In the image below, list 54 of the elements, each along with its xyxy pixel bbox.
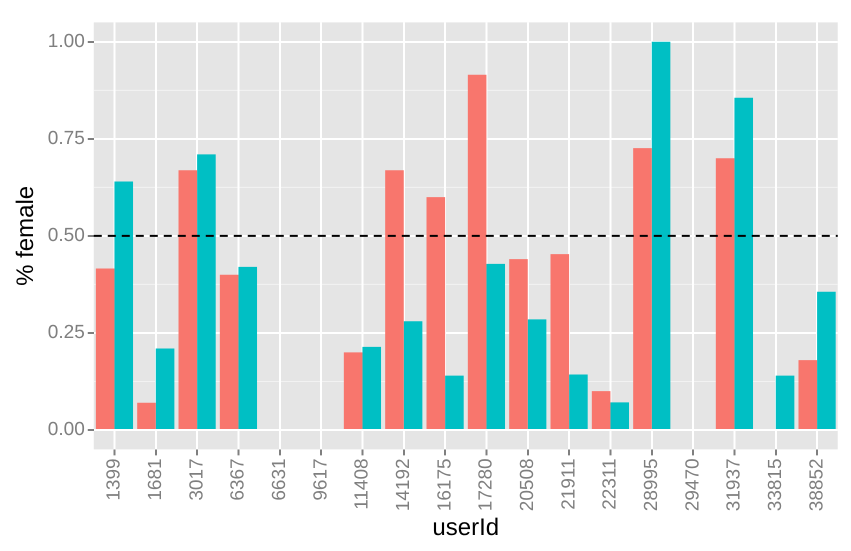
bar [550, 254, 570, 429]
x-tick-label: 1681 [145, 458, 166, 501]
x-tick-label: 21911 [558, 458, 580, 510]
x-tick-label: 17280 [476, 458, 497, 512]
x-axis-title: userId [432, 514, 500, 542]
x-tick-label: 6631 [269, 458, 290, 501]
x-tick-label: 28995 [640, 458, 662, 512]
x-tick-label: 22311 [600, 458, 621, 510]
bar [610, 402, 630, 429]
y-tick-label: 0.00 [48, 419, 85, 440]
bar [385, 170, 404, 429]
bar [509, 259, 528, 429]
bar [592, 391, 610, 429]
x-tick-label: 29470 [682, 458, 704, 512]
x-tick-label: 3017 [186, 458, 208, 501]
y-axis-title: % female [12, 186, 40, 286]
y-tick-label: 0.25 [48, 322, 85, 344]
y-tick-label: 0.50 [48, 225, 85, 246]
bar [445, 376, 464, 429]
x-tick-label: 33815 [764, 458, 786, 512]
bar [569, 374, 588, 429]
x-tick-label: 11408 [352, 458, 373, 510]
bar [114, 182, 134, 429]
x-tick-label: 1399 [104, 458, 125, 501]
bar [362, 346, 382, 429]
y-tick-label: 1.00 [48, 31, 85, 52]
bar [528, 319, 546, 429]
bar [156, 348, 174, 429]
bar [178, 170, 198, 429]
x-tick-label: 31937 [724, 458, 745, 512]
bar [137, 402, 156, 429]
x-tick-label: 38852 [806, 458, 828, 512]
bar [220, 274, 238, 429]
bar [344, 352, 362, 429]
bar [404, 321, 422, 429]
bar [817, 292, 836, 429]
bar [633, 148, 652, 429]
bar [652, 42, 670, 429]
bar [238, 266, 258, 429]
x-tick-label: 9617 [310, 458, 332, 501]
bar [468, 74, 486, 429]
bar [776, 376, 794, 429]
y-tick-label: 0.75 [48, 128, 85, 150]
bar [716, 158, 734, 429]
bar [197, 154, 216, 429]
x-tick-label: 16175 [434, 458, 456, 512]
bar [798, 360, 818, 429]
bar [486, 264, 506, 429]
bar [426, 197, 446, 429]
x-tick-label: 20508 [517, 458, 538, 512]
bar [96, 268, 114, 429]
bar [734, 98, 754, 429]
x-tick-label: 14192 [393, 458, 414, 512]
x-tick-label: 6367 [228, 458, 249, 501]
